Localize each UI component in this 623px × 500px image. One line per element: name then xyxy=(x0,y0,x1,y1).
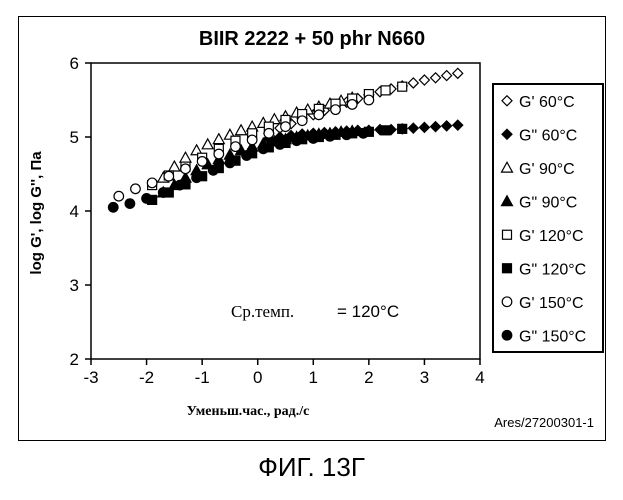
chart-title: BIIR 2222 + 50 phr N660 xyxy=(199,28,425,50)
data-point xyxy=(242,151,252,161)
legend-label: G' 90°C xyxy=(519,161,575,178)
data-point xyxy=(164,171,174,181)
data-marks xyxy=(108,68,462,212)
data-point xyxy=(208,166,218,176)
x-axis-label: Уменьш.час., рад./с xyxy=(187,404,310,419)
legend-marker xyxy=(502,297,512,307)
data-point xyxy=(247,135,257,145)
x-tick-label: -3 xyxy=(83,368,98,387)
data-point xyxy=(408,123,418,133)
x-tick-label: -1 xyxy=(195,368,210,387)
data-point xyxy=(347,100,357,110)
legend-marker xyxy=(503,230,512,239)
annotation-value: = 120°C xyxy=(337,302,399,321)
data-point xyxy=(180,152,191,162)
legend-box xyxy=(493,84,603,352)
chart-svg: BIIR 2222 + 50 phr N660 -3 -2 -1 0 1 2 3 4 2 3 4 5 6… xyxy=(19,17,604,439)
data-point xyxy=(158,188,168,198)
axis-ticks: -3 -2 -1 0 1 2 3 4 2 3 4 5 6 xyxy=(70,54,485,387)
data-point xyxy=(297,116,307,126)
x-tick-label: 1 xyxy=(309,368,318,387)
data-point xyxy=(453,120,463,130)
data-point xyxy=(258,144,268,154)
data-point xyxy=(197,157,207,167)
legend-label: G' 150°C xyxy=(519,295,584,312)
data-point xyxy=(408,78,418,88)
data-point xyxy=(142,194,152,204)
legend-label: G' 60°C xyxy=(519,94,575,111)
data-point xyxy=(325,131,335,141)
data-point xyxy=(181,164,191,174)
annotation-label: Ср.темп. xyxy=(231,302,294,321)
y-tick-label: 6 xyxy=(70,54,79,73)
series-6 xyxy=(114,95,374,201)
legend-label: G' 120°C xyxy=(519,228,584,245)
data-point xyxy=(398,82,407,91)
data-point xyxy=(419,75,429,85)
data-point xyxy=(131,184,141,194)
legend-label: G" 150°C xyxy=(519,328,586,345)
data-point xyxy=(108,203,118,213)
legend-label: G" 60°C xyxy=(519,127,577,144)
data-point xyxy=(275,140,285,150)
data-point xyxy=(147,178,157,188)
data-point xyxy=(231,142,241,152)
data-point xyxy=(314,110,324,120)
x-tick-label: 0 xyxy=(253,368,262,387)
data-point xyxy=(213,134,224,144)
data-point xyxy=(381,86,390,95)
data-point xyxy=(292,136,302,146)
x-tick-label: 3 xyxy=(420,368,429,387)
x-tick-label: -2 xyxy=(139,368,154,387)
data-point xyxy=(308,134,318,144)
data-point xyxy=(125,199,135,209)
data-point xyxy=(364,95,374,105)
x-tick-label: 2 xyxy=(364,368,373,387)
y-tick-label: 3 xyxy=(70,276,79,295)
data-point xyxy=(175,180,185,190)
data-point xyxy=(236,125,247,135)
data-point xyxy=(331,105,341,115)
data-point xyxy=(225,158,235,168)
data-point xyxy=(453,68,463,78)
data-point xyxy=(192,173,202,183)
data-point xyxy=(442,71,452,81)
data-point xyxy=(398,124,407,133)
y-axis-label: log G', log G'', Па xyxy=(28,151,45,275)
legend-marker xyxy=(502,330,512,340)
data-point xyxy=(431,122,441,132)
reference-id: Ares/27200301-1 xyxy=(494,415,594,430)
data-point xyxy=(359,129,369,139)
figure-caption: ФИГ. 13Г xyxy=(0,452,623,483)
y-tick-label: 4 xyxy=(70,202,79,221)
legend-marker xyxy=(503,264,512,273)
y-tick-label: 5 xyxy=(70,128,79,147)
data-point xyxy=(419,122,429,132)
data-point xyxy=(342,130,352,140)
x-tick-label: 4 xyxy=(475,368,484,387)
data-point xyxy=(202,139,213,149)
data-point xyxy=(431,73,441,83)
data-point xyxy=(264,129,274,139)
data-point xyxy=(114,191,124,201)
legend-label: G" 120°C xyxy=(519,261,586,278)
data-point xyxy=(169,161,180,171)
data-point xyxy=(281,122,291,132)
data-point xyxy=(381,126,390,135)
legend: G' 60°C G" 60°C G' 90°C G" 90°C G' 120°C G" 1… xyxy=(493,84,603,352)
legend-label: G" 90°C xyxy=(519,194,577,211)
data-point xyxy=(214,149,224,159)
figure-frame: BIIR 2222 + 50 phr N660 -3 -2 -1 0 1 2 3 4 2 3 4 5 6… xyxy=(18,16,606,441)
y-tick-label: 2 xyxy=(70,350,79,369)
data-point xyxy=(442,121,452,131)
